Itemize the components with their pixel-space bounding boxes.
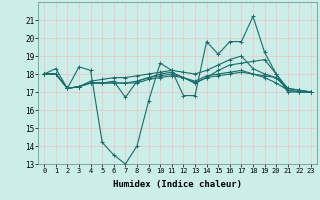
X-axis label: Humidex (Indice chaleur): Humidex (Indice chaleur) [113,180,242,189]
